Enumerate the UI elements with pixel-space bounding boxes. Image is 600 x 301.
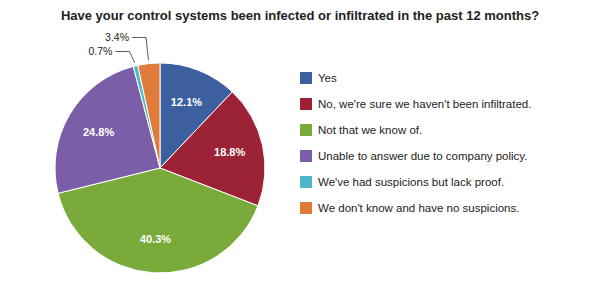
leader-line [132, 37, 148, 60]
legend-label: Yes [318, 72, 337, 84]
legend: Yes No, we're sure we haven't been infilt… [300, 72, 531, 214]
legend-label: We don't know and have no suspicions. [318, 202, 519, 214]
data-label: 3.4% [105, 31, 129, 43]
data-label: 24.8% [83, 126, 114, 138]
legend-label: We've had suspicions but lack proof. [318, 176, 504, 188]
data-label: 40.3% [140, 233, 171, 245]
chart: Have your control systems been infected … [0, 0, 600, 301]
data-label: 18.8% [214, 146, 245, 158]
legend-swatch [300, 176, 312, 188]
data-label: 12.1% [171, 96, 202, 108]
legend-swatch [300, 150, 312, 162]
pie-slice [138, 63, 160, 168]
slices [55, 63, 265, 273]
leader-line [115, 51, 134, 62]
data-label: 0.7% [88, 45, 112, 57]
legend-swatch [300, 72, 312, 84]
legend-label: No, we're sure we haven't been infiltrat… [318, 98, 531, 110]
title: Have your control systems been infected … [61, 8, 539, 23]
legend-label: Not that we know of. [318, 124, 422, 136]
legend-label: Unable to answer due to company policy. [318, 150, 527, 162]
legend-swatch [300, 124, 312, 136]
data-labels: 12.1% 18.8% 40.3% 24.8% 3.4% 0.7% [83, 31, 245, 245]
legend-swatch [300, 98, 312, 110]
legend-swatch [300, 202, 312, 214]
